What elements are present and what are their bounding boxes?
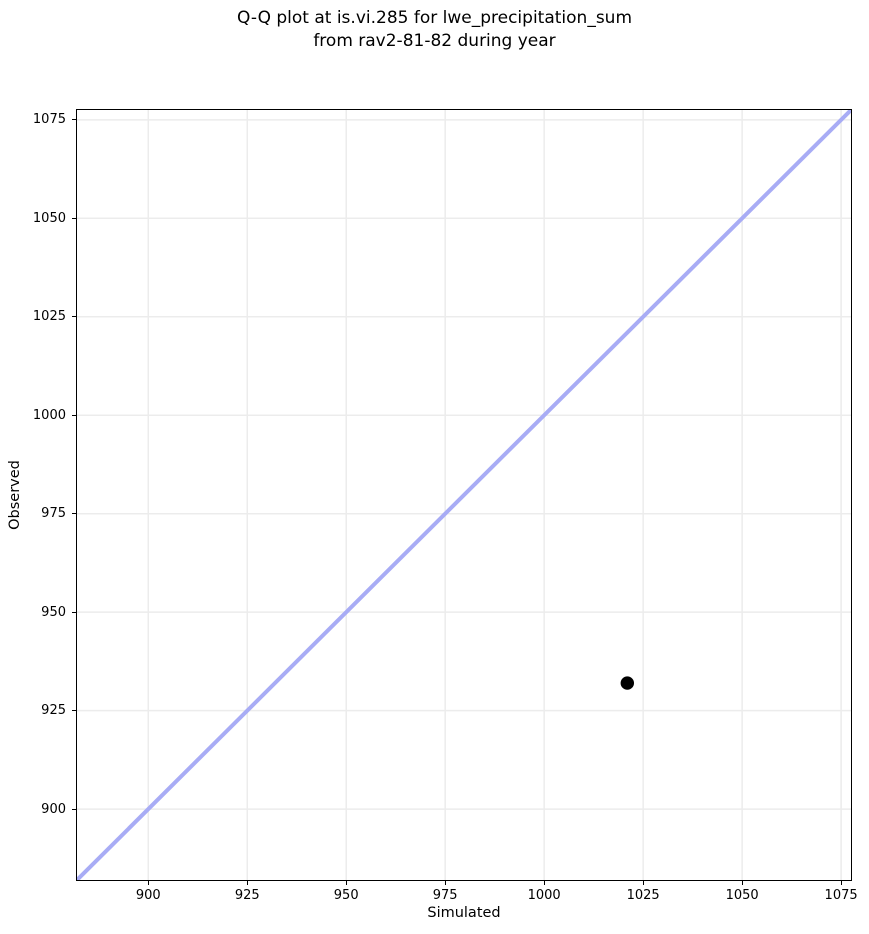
x-tick-mark-925 [246,881,248,885]
y-tick-label-975: 975 [41,506,66,522]
y-tick-mark-1000 [72,414,76,416]
chart-title-line1: Q-Q plot at is.vi.285 for lwe_precipitat… [236,8,633,28]
y-tick-label-1075: 1075 [32,112,66,128]
y-tick-mark-925 [72,710,76,712]
y-tick-mark-1025 [72,316,76,318]
y-tick-label-900: 900 [41,801,66,817]
x-tick-label-1075: 1075 [824,888,858,903]
y-tick-label-1050: 1050 [32,210,66,226]
y-tick-mark-900 [72,808,76,810]
y-tick-label-925: 925 [41,703,66,719]
chart-title-line2: from rav2-81-82 during year [313,31,556,51]
x-tick-label-1050: 1050 [725,888,759,903]
data-point [620,676,635,690]
y-tick-label-950: 950 [41,604,66,620]
x-tick-mark-900 [147,881,149,885]
x-tick-label-1000: 1000 [527,888,561,903]
x-tick-label-975: 975 [432,888,458,903]
x-tick-mark-1000 [543,881,545,885]
x-tick-mark-1050 [741,881,743,885]
y-tick-mark-975 [72,513,76,515]
y-tick-mark-1050 [72,217,76,219]
plot-area [76,109,852,881]
y-tick-mark-1075 [72,119,76,121]
x-axis-label: Simulated [427,905,501,921]
x-tick-mark-975 [444,881,446,885]
x-tick-label-925: 925 [234,888,260,903]
chart-title: Q-Q plot at is.vi.285 for lwe_precipitat… [0,7,869,53]
identity-line [77,110,851,880]
y-tick-label-1025: 1025 [32,309,66,325]
y-tick-label-1000: 1000 [32,407,66,423]
x-tick-mark-1025 [642,881,644,885]
x-tick-label-950: 950 [333,888,359,903]
x-tick-label-900: 900 [135,888,161,903]
plot-canvas [77,110,851,880]
x-tick-label-1025: 1025 [626,888,660,903]
x-tick-mark-950 [345,881,347,885]
x-tick-mark-1075 [840,881,842,885]
y-tick-mark-950 [72,611,76,613]
